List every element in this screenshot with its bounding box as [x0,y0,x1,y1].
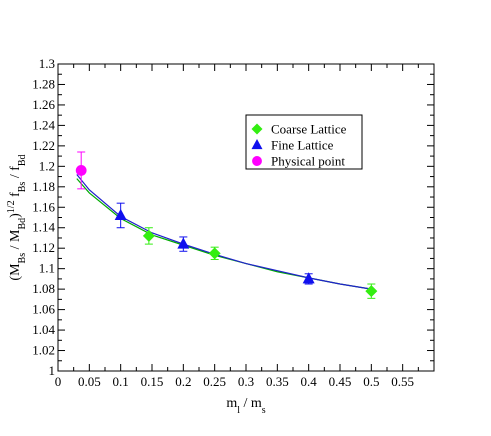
y-tick-label: 1.14 [32,220,55,235]
y-tick-label: 1.22 [32,138,55,153]
y-tick-label: 1.1 [39,261,55,276]
x-tick-label: 0.3 [238,374,254,389]
y-axis-label: (MBs / MBd)1/2 fBs / fBd [6,154,28,280]
circle-marker [75,165,87,176]
y-tick-label: 1.18 [32,179,55,194]
x-axis-label: ml / ms [226,396,265,416]
y-tick-label: 1.16 [32,199,55,214]
fit-lines [76,174,372,290]
fit-curve [76,178,372,290]
diamond-marker [142,229,155,242]
legend-entry-label: Coarse Lattice [271,122,347,137]
y-tick-label: 1.3 [39,56,55,71]
y-tick-label: 1.04 [32,322,55,337]
diamond-marker [208,247,221,260]
circle-marker [252,156,262,166]
triangle-marker [251,138,263,150]
triangle-marker [302,272,315,284]
x-tick-label: 0.05 [78,374,101,389]
triangle-marker [177,237,190,249]
x-tick-label: 0.15 [141,374,164,389]
x-tick-label: 0.25 [203,374,226,389]
y-tick-label: 1.24 [32,117,55,132]
diamond-marker [251,123,263,135]
x-tick-label: 0.5 [363,374,379,389]
x-tick-label: 0.4 [301,374,318,389]
y-tick-label: 1.12 [32,240,55,255]
x-tick-label: 0.1 [113,374,129,389]
y-tick-label: 1.26 [32,97,55,112]
x-tick-label: 0.45 [329,374,352,389]
x-tick-label: 0.35 [266,374,289,389]
y-tick-label: 1.02 [32,343,55,358]
y-axis-ticks: 1 1.02 1.04 1.06 1.08 1.1 1.12 1.14 1.16 1.18 1.2 1… [32,56,434,378]
y-tick-label: 1.08 [32,281,55,296]
y-tick-label: 1.2 [39,158,55,173]
x-tick-label: 0.55 [391,374,414,389]
legend-entry-label: Fine Lattice [271,138,334,153]
y-tick-label: 1 [49,363,56,378]
x-axis-ticks: 0 0.05 0.1 0.15 0.2 0.25 0.3 0.35 0.4 0.45 0.5 0.55 [55,64,419,389]
legend-entry-label: Physical point [271,154,345,169]
fit-curve [76,174,372,290]
plot-frame [57,63,435,372]
triangle-marker [114,208,127,220]
x-tick-label: 0 [55,374,62,389]
x-tick-label: 0.2 [175,374,191,389]
y-tick-label: 1.28 [32,76,55,91]
diamond-marker [365,285,378,298]
data-points [75,165,378,298]
y-tick-label: 1.06 [32,302,55,317]
legend-box [245,114,363,170]
error-bars [77,151,376,299]
